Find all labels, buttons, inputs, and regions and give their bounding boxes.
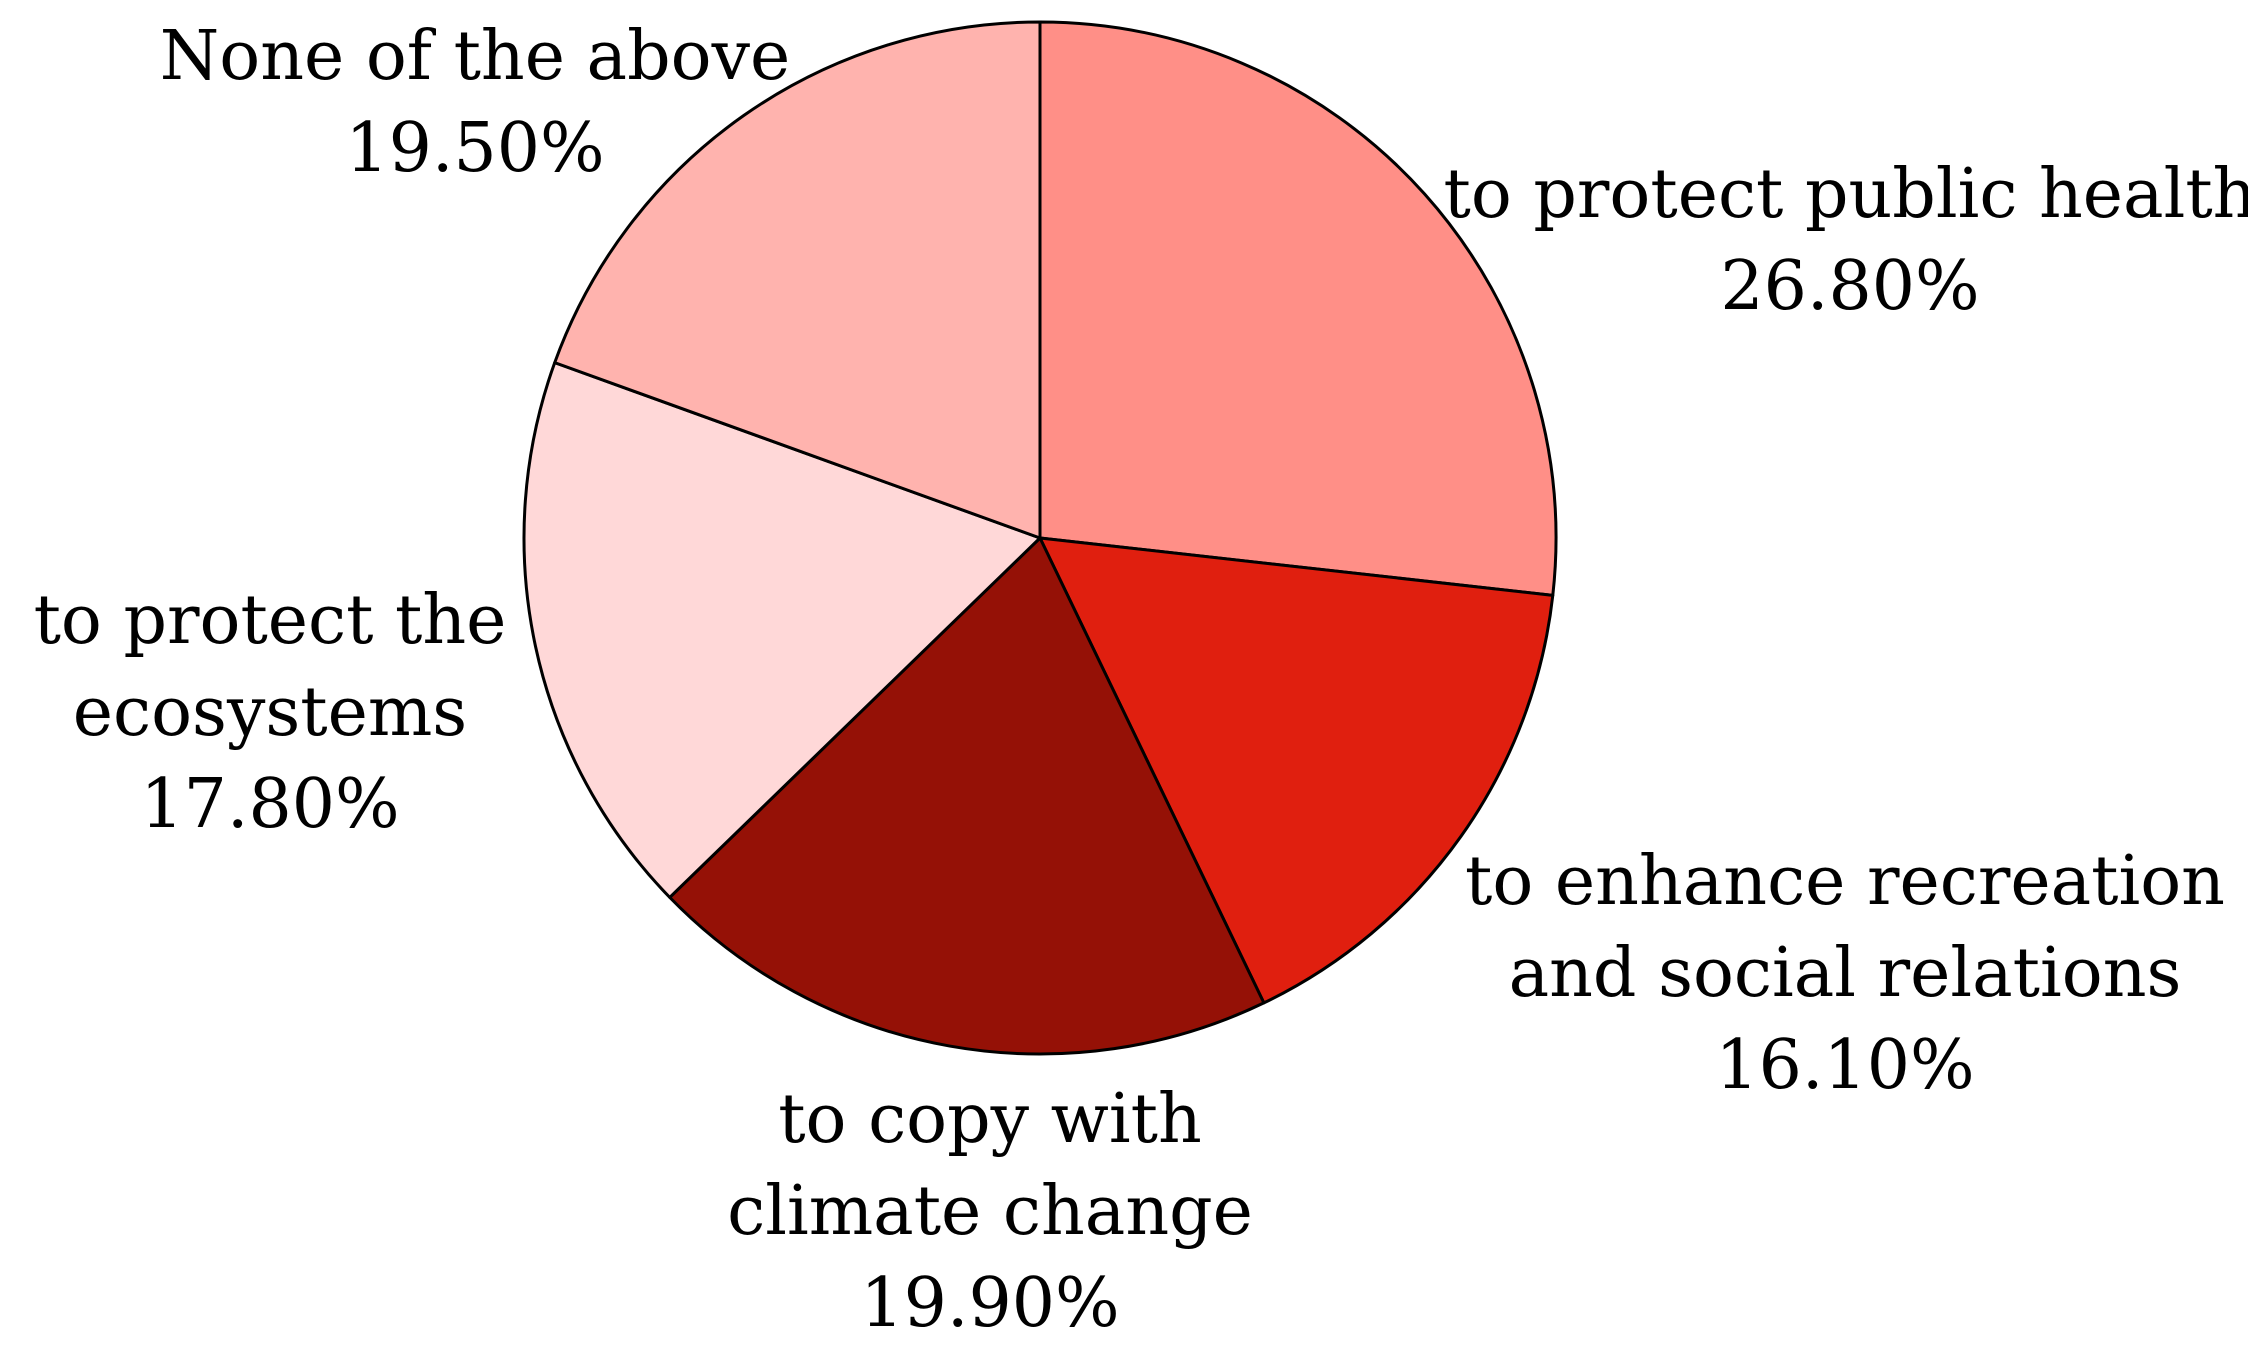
slice-category-label: to copy with <box>778 1080 1202 1159</box>
pie-labels: to protect public health 26.80% to enhance… <box>34 17 2248 1343</box>
pie-slice-3 <box>522 361 1042 899</box>
pie-slice-4 <box>553 20 1042 540</box>
slice-value-label: 19.90% <box>860 1264 1119 1343</box>
slice-category-label: and social relations <box>1509 934 2182 1013</box>
slice-value-label: 19.50% <box>345 109 604 188</box>
slice-category-label: ecosystems <box>73 673 467 752</box>
slice-category-label: None of the above <box>160 17 790 96</box>
pie-slice-1 <box>1038 536 1555 1005</box>
slice-value-label: 17.80% <box>140 765 399 844</box>
slice-label-3: to protect the ecosystems 17.80% <box>34 581 507 844</box>
slice-category-label: to protect the <box>34 581 507 660</box>
slice-category-label: climate change <box>727 1172 1253 1251</box>
pie-slices <box>522 20 1558 1056</box>
slice-category-label: to protect public health <box>1444 155 2248 234</box>
slice-label-1: to enhance recreation and social relation… <box>1465 842 2225 1105</box>
pie-slice-0 <box>1038 20 1558 597</box>
slice-label-2: to copy with climate change 19.90% <box>727 1080 1253 1343</box>
pie-slice-2 <box>668 536 1266 1056</box>
slice-label-0: to protect public health 26.80% <box>1444 155 2248 326</box>
slice-label-4: None of the above 19.50% <box>160 17 790 188</box>
slice-value-label: 16.10% <box>1715 1026 1974 1105</box>
slice-category-label: to enhance recreation <box>1465 842 2225 921</box>
slice-value-label: 26.80% <box>1720 247 1979 326</box>
